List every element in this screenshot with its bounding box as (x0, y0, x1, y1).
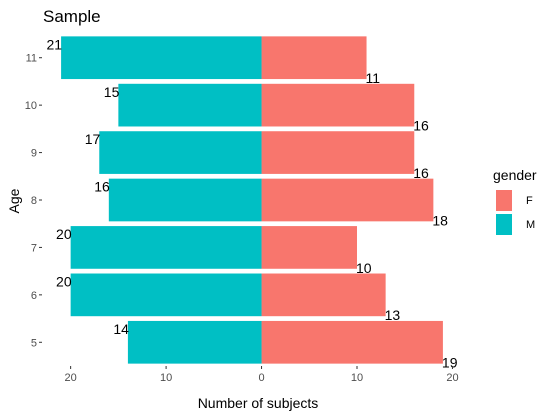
legend-label-M: M (526, 219, 535, 231)
bar-f-age-6 (261, 273, 386, 317)
y-tick-label-6: 6 (31, 290, 37, 302)
bar-f-age-9 (261, 131, 415, 174)
legend-key-F (496, 190, 512, 211)
legend-key-M (496, 214, 512, 235)
x-tick-label-3: 10 (351, 372, 363, 384)
y-tick-label-9: 9 (31, 148, 37, 160)
data-label-m-age-6: 20 (56, 274, 72, 290)
y-tick-label-8: 8 (31, 195, 37, 207)
y-axis-title: Age (6, 188, 22, 213)
data-label-f-age-10: 16 (413, 117, 429, 133)
bar-m-age-6 (70, 273, 262, 317)
bar-f-age-8 (261, 178, 434, 222)
data-label-m-age-7: 20 (56, 226, 72, 242)
legend-label-F: F (526, 195, 533, 207)
bar-f-age-11 (261, 36, 367, 80)
data-label-m-age-10: 15 (104, 84, 120, 100)
y-tick-label-11: 11 (26, 53, 37, 65)
plot-area: 19 14 13 20 10 20 18 16 16 17 16 15 11 21 (47, 36, 458, 371)
data-label-f-age-6: 13 (385, 307, 401, 323)
y-tick-label-7: 7 (31, 242, 37, 254)
x-tick-label-4: 20 (446, 372, 458, 384)
bar-m-age-8 (108, 178, 262, 222)
data-label-m-age-8: 16 (94, 179, 110, 195)
bar-f-age-7 (261, 226, 357, 269)
bar-m-age-10 (118, 83, 262, 127)
x-tick-label-1: 10 (160, 372, 172, 384)
y-tick-label-5: 5 (31, 337, 37, 349)
bar-m-age-5 (127, 320, 262, 364)
legend: gender FM (493, 167, 537, 235)
data-label-m-age-11: 21 (47, 36, 63, 52)
legend-title: gender (493, 167, 537, 183)
data-label-f-age-8: 18 (432, 212, 448, 228)
x-axis-title: Number of subjects (198, 395, 319, 411)
x-axis: 20 10 0 10 20 (65, 366, 459, 384)
bar-m-age-11 (61, 36, 262, 80)
data-label-f-age-9: 16 (413, 165, 429, 181)
y-axis: 5 6 7 8 9 10 11 (25, 53, 42, 349)
y-tick-label-10: 10 (25, 100, 37, 112)
data-label-f-age-7: 10 (356, 260, 372, 276)
chart-title: Sample (43, 7, 101, 26)
bar-m-age-7 (70, 226, 262, 269)
bar-m-age-9 (99, 131, 262, 174)
bar-f-age-5 (261, 320, 443, 364)
data-label-m-age-5: 14 (113, 321, 129, 337)
x-tick-label-0: 20 (65, 372, 77, 384)
data-label-f-age-5: 19 (442, 355, 458, 371)
x-tick-label-2: 0 (258, 372, 264, 384)
data-label-m-age-9: 17 (85, 131, 101, 147)
data-label-f-age-11: 11 (366, 70, 381, 86)
bar-f-age-10 (261, 83, 415, 127)
